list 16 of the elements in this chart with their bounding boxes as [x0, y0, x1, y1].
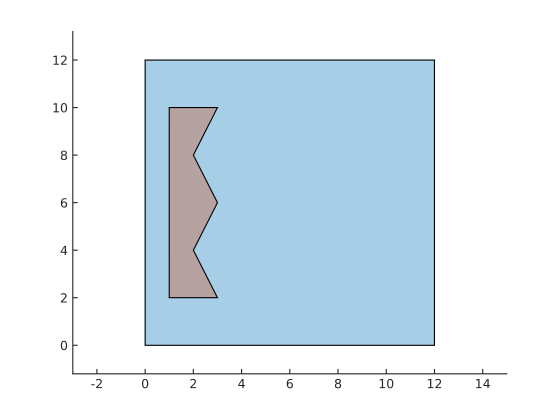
y-tick-label: 4: [60, 246, 68, 255]
x-tick-label: 6: [286, 378, 293, 388]
x-tick-label: 0: [142, 378, 148, 388]
y-tick-label: 12: [53, 55, 67, 65]
x-tick-label: 8: [334, 378, 342, 388]
x-tick-label: 12: [428, 378, 442, 388]
y-tick-label: 2: [60, 293, 67, 302]
y-tick-label: 0: [60, 340, 68, 350]
y-tick-label: 10: [53, 103, 68, 112]
y-tick-label: 6: [60, 198, 68, 208]
y-tick-label: 8: [60, 150, 68, 160]
x-tick-label: 14: [476, 379, 490, 388]
x-tick-label: -2: [91, 378, 102, 388]
x-tick-label: 4: [238, 379, 245, 388]
x-tick-label: 2: [190, 378, 196, 388]
x-tick-label: 10: [380, 378, 394, 388]
